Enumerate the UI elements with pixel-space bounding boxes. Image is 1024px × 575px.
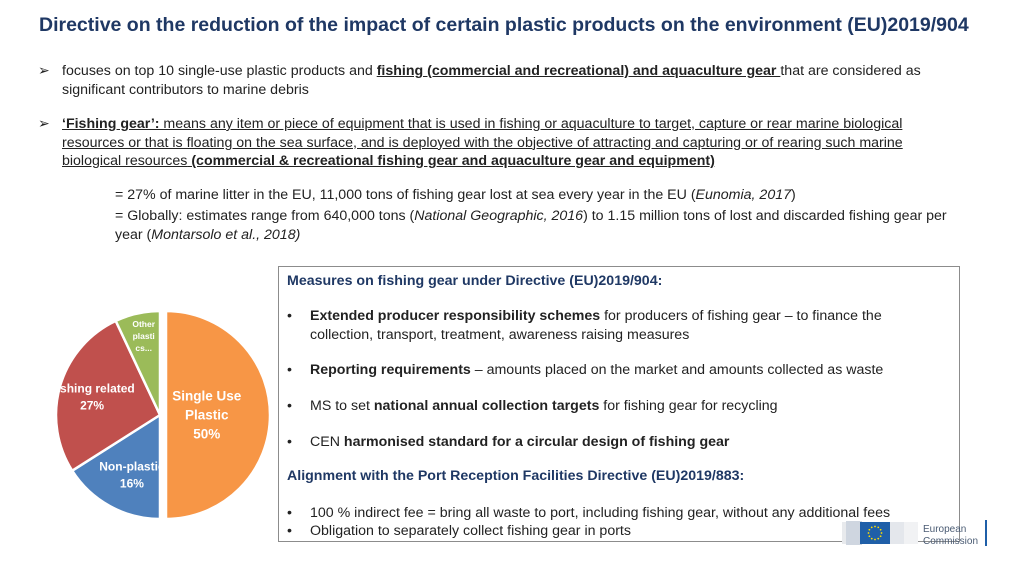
eu-star-icon — [877, 526, 880, 529]
arrow-bullet-icon: ➢ — [38, 115, 50, 131]
pie-slice-3 — [114, 309, 162, 416]
eu-star-icon — [880, 532, 883, 534]
pie-label-2-1: 27% — [80, 399, 104, 413]
definition-line3: biological resources — [62, 153, 188, 169]
european-commission-logo: European Commission — [842, 519, 987, 547]
pie-slice-2 — [54, 319, 162, 473]
measures-heading: Measures on fishing gear under Directive… — [287, 273, 663, 289]
stat-global-source2: Montarsolo et al., 2018) — [151, 226, 301, 243]
definition-term: ‘Fishing gear’: — [62, 116, 160, 132]
measure-targets-bold: national annual collection targets — [373, 398, 600, 414]
measure-cen-bold: harmonised standard for a circular desig… — [343, 434, 730, 450]
measure-targets-pre: MS to set — [310, 398, 374, 414]
definition-scope: (commercial & recreational fishing gear … — [187, 153, 715, 169]
stat-global: = Globally: estimates range from 640,000… — [115, 207, 1005, 244]
bullet-dot-icon: • — [287, 362, 292, 378]
eu-star-icon — [870, 526, 873, 529]
pie-label-3-0: Other — [132, 319, 155, 329]
bullet-dot-icon: • — [287, 308, 292, 324]
eu-star-icon — [874, 538, 876, 541]
bullet1-pre: focuses on top 10 single-use plastic pro… — [62, 63, 377, 79]
eu-star-icon — [870, 537, 873, 540]
measure-epr-line2: collection, transport, treatment, awaren… — [310, 326, 690, 343]
eu-star-icon — [868, 528, 871, 531]
slide-title: Directive on the reduction of the impact… — [39, 14, 969, 36]
measure-reporting-rest: – amounts placed on the market and amoun… — [470, 362, 884, 378]
stat-eu-source: Eunomia, 2017 — [695, 187, 791, 203]
pie-label-3-2: cs... — [135, 343, 152, 353]
pie-label-1-1: 16% — [120, 477, 144, 491]
stat-global-source1: National Geographic, 2016 — [414, 208, 584, 224]
measures-box: Measures on fishing gear under Directive… — [278, 266, 960, 542]
stat-eu: = 27% of marine litter in the EU, 11,000… — [115, 186, 1005, 205]
measure-cen-pre: CEN — [310, 434, 344, 450]
definition-line1: means any item or piece of equipment tha… — [159, 116, 903, 132]
logo-line2: Commission — [923, 536, 978, 547]
arrow-bullet-icon: ➢ — [38, 62, 50, 78]
eu-star-icon — [867, 532, 870, 534]
stat-eu-text: = 27% of marine litter in the EU, 11,000… — [115, 187, 696, 203]
stat-global-mid: ) to 1.15 million tons of lost and disca… — [583, 208, 947, 224]
bullet1-post: that are considered as — [780, 63, 921, 79]
pie-label-1-0: Non-plastic — [99, 460, 165, 474]
measure-targets-rest: for fishing gear for recycling — [599, 398, 778, 414]
eu-star-icon — [879, 528, 882, 531]
alignment-fee: 100 % indirect fee = bring all waste to … — [310, 505, 891, 521]
pie-slice-1 — [70, 412, 162, 521]
measure-epr-rest: for producers of fishing gear – to finan… — [600, 308, 882, 324]
bullet-dot-icon: • — [287, 505, 292, 521]
eu-star-icon — [868, 535, 871, 538]
measure-reporting-bold: Reporting requirements — [310, 362, 471, 378]
measure-epr-bold: Extended producer responsibility schemes — [310, 308, 601, 324]
pie-label-0-2: 50% — [193, 427, 220, 442]
pie-label-2-0: Fishing related — [49, 382, 134, 396]
alignment-heading: Alignment with the Port Reception Facili… — [287, 468, 745, 484]
eu-flag-icon — [860, 522, 890, 544]
alignment-collect: Obligation to separately collect fishing… — [310, 523, 631, 539]
pie-label-0-0: Single Use — [172, 389, 242, 404]
pie-chart: Single Use Plastic 50% Non-plastic 16% Fishin… — [49, 309, 272, 521]
stat-eu-close: ) — [791, 187, 796, 203]
bullet-dot-icon: • — [287, 523, 292, 539]
bullet1-emphasis: fishing (commercial and recreational) an… — [376, 63, 781, 79]
eu-star-icon — [877, 537, 880, 540]
pie-label-0-1: Plastic — [185, 408, 229, 423]
pie-label-3-1: plasti — [133, 331, 155, 341]
logo-line1: European — [923, 524, 966, 535]
definition-line2: resources or that is floating on the sea… — [62, 134, 903, 151]
eu-star-icon — [879, 535, 882, 538]
pie-slice-0 — [164, 309, 272, 521]
stat-global-year: year ( — [115, 226, 152, 243]
bullet1-line2: significant contributors to marine debri… — [62, 81, 309, 98]
stat-global-text: = Globally: estimates range from 640,000… — [115, 208, 415, 224]
eu-star-icon — [874, 525, 876, 528]
bullet-dot-icon: • — [287, 434, 292, 450]
bullet-dot-icon: • — [287, 398, 292, 414]
